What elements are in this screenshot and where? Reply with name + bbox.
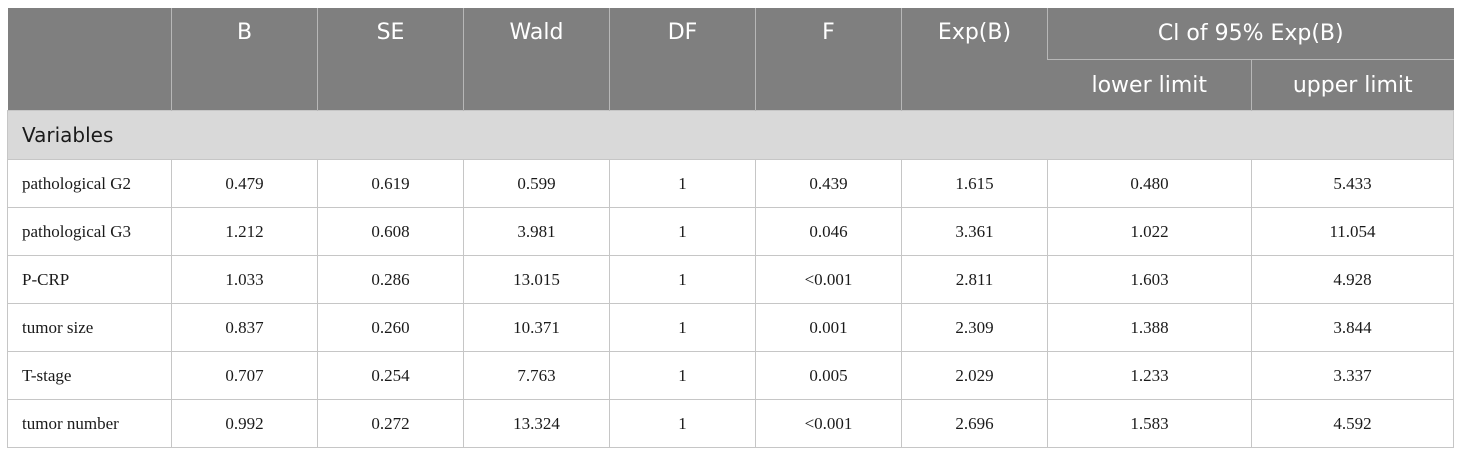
cell-f: 0.005 [755, 351, 902, 400]
table-body: Variables pathological G2 0.479 0.619 0.… [6, 110, 1455, 448]
header-b: B [171, 8, 318, 111]
cell-b: 0.479 [171, 159, 318, 208]
cell-f: 0.001 [755, 303, 902, 352]
cell-b: 1.212 [171, 207, 318, 256]
table-row: tumor number 0.992 0.272 13.324 1 <0.001… [7, 399, 1455, 448]
cell-wald: 13.324 [463, 399, 610, 448]
table-row: pathological G3 1.212 0.608 3.981 1 0.04… [7, 207, 1455, 256]
cell-exp-b: 2.811 [901, 255, 1048, 304]
row-label: tumor number [7, 399, 172, 448]
header-lower-limit: lower limit [1047, 59, 1252, 111]
cell-f: 0.439 [755, 159, 902, 208]
cell-b: 1.033 [171, 255, 318, 304]
cell-exp-b: 1.615 [901, 159, 1048, 208]
cell-b: 0.837 [171, 303, 318, 352]
row-label: T-stage [7, 351, 172, 400]
header-f: F [755, 8, 902, 111]
cell-se: 0.286 [317, 255, 464, 304]
cell-upper-limit: 4.592 [1250, 399, 1455, 448]
section-label-variables: Variables [6, 110, 1455, 160]
header-wald: Wald [463, 8, 610, 111]
cell-lower-limit: 1.388 [1047, 303, 1252, 352]
cell-exp-b: 2.309 [901, 303, 1048, 352]
cell-b: 0.707 [171, 351, 318, 400]
regression-table: B SE Wald DF F Exp(B) Cl of 95% Exp(B) l… [6, 8, 1455, 448]
cell-df: 1 [609, 399, 756, 448]
cell-lower-limit: 0.480 [1047, 159, 1252, 208]
cell-wald: 7.763 [463, 351, 610, 400]
table-row: T-stage 0.707 0.254 7.763 1 0.005 2.029 … [7, 351, 1455, 400]
row-label: tumor size [7, 303, 172, 352]
cell-se: 0.608 [317, 207, 464, 256]
cell-upper-limit: 3.844 [1250, 303, 1455, 352]
header-blank [7, 8, 172, 111]
header-df: DF [609, 8, 756, 111]
cell-wald: 3.981 [463, 207, 610, 256]
cell-lower-limit: 1.583 [1047, 399, 1252, 448]
cell-wald: 13.015 [463, 255, 610, 304]
header-exp-b: Exp(B) [901, 8, 1048, 111]
cell-se: 0.272 [317, 399, 464, 448]
cell-wald: 10.371 [463, 303, 610, 352]
row-label: P-CRP [7, 255, 172, 304]
cell-f: <0.001 [755, 255, 902, 304]
cell-exp-b: 3.361 [901, 207, 1048, 256]
cell-upper-limit: 11.054 [1250, 207, 1455, 256]
cell-df: 1 [609, 207, 756, 256]
cell-se: 0.254 [317, 351, 464, 400]
cell-se: 0.260 [317, 303, 464, 352]
cell-lower-limit: 1.603 [1047, 255, 1252, 304]
cell-upper-limit: 3.337 [1250, 351, 1455, 400]
cell-df: 1 [609, 351, 756, 400]
cell-lower-limit: 1.022 [1047, 207, 1252, 256]
cell-exp-b: 2.696 [901, 399, 1048, 448]
header-upper-limit: upper limit [1250, 59, 1454, 111]
table-header: B SE Wald DF F Exp(B) Cl of 95% Exp(B) l… [7, 8, 1454, 111]
header-ci-group: Cl of 95% Exp(B) [1046, 8, 1454, 60]
cell-se: 0.619 [317, 159, 464, 208]
cell-f: 0.046 [755, 207, 902, 256]
cell-f: <0.001 [755, 399, 902, 448]
cell-df: 1 [609, 159, 756, 208]
cell-exp-b: 2.029 [901, 351, 1048, 400]
cell-lower-limit: 1.233 [1047, 351, 1252, 400]
cell-b: 0.992 [171, 399, 318, 448]
cell-upper-limit: 4.928 [1250, 255, 1455, 304]
cell-df: 1 [609, 303, 756, 352]
cell-wald: 0.599 [463, 159, 610, 208]
table-row: P-CRP 1.033 0.286 13.015 1 <0.001 2.811 … [7, 255, 1455, 304]
table-row: pathological G2 0.479 0.619 0.599 1 0.43… [7, 159, 1455, 208]
table-row: tumor size 0.837 0.260 10.371 1 0.001 2.… [7, 303, 1455, 352]
header-se: SE [317, 8, 464, 111]
row-label: pathological G2 [7, 159, 172, 208]
row-label: pathological G3 [7, 207, 172, 256]
cell-df: 1 [609, 255, 756, 304]
cell-upper-limit: 5.433 [1250, 159, 1455, 208]
